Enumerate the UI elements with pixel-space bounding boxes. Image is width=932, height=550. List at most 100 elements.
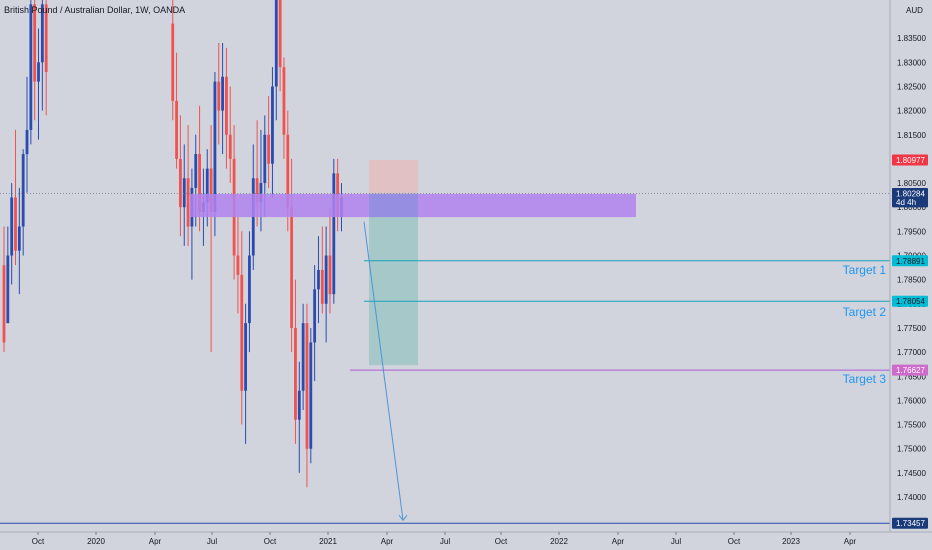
candle-body [282,67,286,135]
x-tick-label: Oct [495,537,508,546]
x-tick-label: Oct [728,537,741,546]
price-tag-label: 1.80977 [896,156,925,165]
price-tag [892,187,928,199]
price-tag [892,255,928,267]
candle-body [209,168,213,213]
candle-body [33,4,37,82]
price-tag-label: 1.78054 [896,297,925,306]
candle-body [267,134,271,164]
candle-body [10,197,14,256]
x-tick-label: Apr [381,537,394,546]
x-tick-label: 2020 [87,537,105,546]
x-tick-label: Apr [612,537,625,546]
candle-body [14,197,17,251]
take-profit-zone [369,193,418,366]
x-tick-label: Oct [32,537,45,546]
x-tick-label: Jul [207,537,217,546]
candle-body [21,154,25,227]
price-tag-label: 1.78891 [896,257,925,266]
x-tick-label: Apr [149,537,162,546]
candle-body [286,134,290,208]
y-tick-label: 1.82500 [897,82,926,91]
y-tick-label: 1.78500 [897,276,926,285]
y-tick-label: 1.80500 [897,179,926,188]
chart-title: British Pound / Australian Dollar, 1W, O… [4,5,185,15]
candle-body [6,255,10,324]
candle-body [309,342,313,449]
candle-body [240,274,244,391]
candle-body [175,100,178,159]
candle-body [217,81,221,111]
candle-body [324,255,328,304]
candle-body [213,81,217,213]
y-tick-label: 1.83000 [897,58,926,67]
candle-body [37,62,40,82]
target-label-3: Target 3 [843,372,887,386]
x-tick-label: Jul [671,537,681,546]
candle-body [40,4,44,63]
y-tick-label: 1.83500 [897,34,926,43]
x-tick-label: Apr [844,537,857,546]
price-tag [892,364,928,376]
candle-body [228,134,232,159]
candle-body [317,269,320,290]
candle-body [17,226,21,251]
candle-body [255,178,259,203]
candle-body [186,178,190,227]
candle-body [244,323,248,391]
candle-body [194,154,198,188]
x-tick-label: 2023 [782,537,800,546]
target-label-2: Target 2 [843,305,887,319]
candle-body [259,183,263,203]
price-tag-label: 1.73457 [896,519,925,528]
price-tag-label: 1.76627 [896,366,925,375]
x-tick-label: Oct [264,537,277,546]
candle-body [221,76,224,111]
projection-arrow-head [398,514,408,521]
price-tag-label: 4d 4h [896,198,916,207]
candle-body [271,86,274,164]
x-tick-label: 2021 [319,537,337,546]
y-tick-label: 1.75500 [897,421,926,430]
candle-body [328,255,332,295]
projection-arrow[interactable] [363,221,404,521]
candle-body [2,265,6,343]
stop-loss-zone [369,160,418,194]
y-tick-label: 1.77500 [897,324,926,333]
y-tick-label: 1.77000 [897,348,926,357]
y-tick-label: 1.80000 [897,203,926,212]
y-tick-label: 1.81500 [897,131,926,140]
y-tick-label: 1.82000 [897,107,926,116]
target-label-1: Target 1 [843,263,887,277]
candle-body [205,168,209,203]
price-tag-label: 1.80284 [896,189,925,198]
currency-label: AUD [906,6,923,15]
price-tag [892,517,928,529]
y-tick-label: 1.79500 [897,227,926,236]
y-tick-label: 1.74000 [897,493,926,502]
candle-body [225,76,228,135]
price-tag [892,154,928,166]
x-tick-label: Jul [440,537,450,546]
candle-body [274,0,278,87]
candle-body [332,173,336,295]
price-tag [892,295,928,307]
y-tick-label: 1.74500 [897,469,926,478]
candle-body [313,289,317,343]
candle-body [236,255,240,275]
candle-body [320,269,324,304]
candle-body [182,178,186,208]
candle-body [278,0,282,68]
candle-body [297,390,301,420]
y-tick-label: 1.76500 [897,372,926,381]
candle-body [305,323,309,449]
candle-body [294,327,297,420]
candle-body [248,255,251,324]
candle-body [179,158,182,208]
price-tag [892,196,928,208]
candle-body [290,207,294,328]
candle-body [263,134,267,184]
